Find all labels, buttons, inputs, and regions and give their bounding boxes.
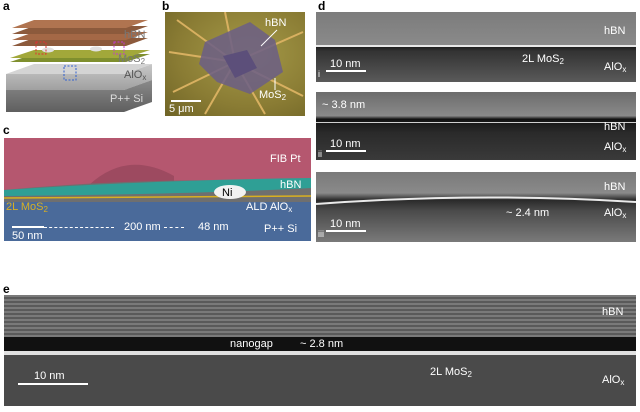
- schematic-alox-label: AlOx: [124, 69, 147, 82]
- scale-bar: [171, 100, 201, 102]
- schematic-3d-stack: [6, 20, 152, 112]
- scale-bar-label: 10 nm: [330, 138, 361, 150]
- distance-label-2: 48 nm: [198, 221, 229, 233]
- scale-bar-label: 10 nm: [34, 370, 65, 382]
- alox-label: ALD AlOx: [246, 201, 293, 214]
- panel-c-label: c: [3, 123, 10, 137]
- scale-bar-label: 10 nm: [330, 218, 361, 230]
- region-box-blue: [63, 65, 77, 81]
- hbn-label: hBN: [280, 179, 302, 191]
- alox-layer: [6, 64, 152, 90]
- tem-image-e: hBN nanogap ~ 2.8 nm 2L MoS2 AlOx 10 nm: [4, 295, 636, 406]
- subpanel-label: ii: [318, 149, 322, 159]
- tem-panels: hBN 2L MoS2 AlOx 10 nm i ~ 3.8 nm hBN Al…: [316, 12, 636, 242]
- subpanel-label: iii: [318, 229, 324, 239]
- panel-a-label: a: [3, 0, 10, 13]
- gap-label: ~ 2.8 nm: [300, 338, 344, 350]
- region-box-red: [35, 41, 47, 55]
- device-schematic: hBN MoS2 AlOx P++ Si: [6, 12, 154, 116]
- gap-label: ~ 2.4 nm: [506, 207, 550, 219]
- mos2-label: 2L MoS2: [6, 201, 48, 214]
- scale-bar: [12, 226, 44, 228]
- scale-bar: [18, 383, 88, 385]
- ni-particle: [214, 185, 246, 199]
- scale-bar-label: 50 nm: [12, 230, 43, 242]
- tem-image-iii: hBN ~ 2.4 nm AlOx 10 nm iii: [316, 172, 636, 242]
- ni-particle: [90, 46, 102, 52]
- scale-bar: [326, 150, 366, 152]
- distance-label-1: 200 nm: [124, 221, 161, 233]
- si-label: P++ Si: [264, 223, 298, 235]
- alox-label: AlOx: [602, 374, 625, 387]
- schematic-si-label: P++ Si: [110, 93, 144, 105]
- mos2-line: [4, 195, 311, 199]
- hbn-label: hBN: [604, 121, 626, 133]
- optical-image: [168, 12, 304, 115]
- scale-bar-label: 10 nm: [330, 58, 361, 70]
- ni-particle: [42, 47, 54, 53]
- scale-bar-label: 5 μm: [169, 103, 194, 115]
- hbn-region: [4, 178, 311, 196]
- gap-label: ~ 3.8 nm: [322, 99, 366, 111]
- hbn-label: hBN: [604, 25, 626, 37]
- panel-b-label: b: [162, 0, 170, 13]
- scale-bar: [326, 70, 366, 72]
- panel-d-label: d: [318, 0, 326, 13]
- si-substrate: [6, 80, 152, 112]
- mos2-label: 2L MoS2: [430, 366, 472, 379]
- fib-pt-label: FIB Pt: [270, 153, 301, 165]
- fib-cross-section: FIB Pt hBN Ni 2L MoS2 ALD AlOx 200 nm 48…: [4, 138, 311, 241]
- mos2-flake: [223, 50, 257, 78]
- optical-mos2-label: MoS2: [259, 89, 287, 102]
- schematic-mos2-label: MoS2: [118, 53, 146, 66]
- nanogap-label: nanogap: [230, 338, 273, 350]
- optical-hbn-label: hBN: [265, 17, 287, 29]
- scale-bar: [326, 230, 366, 232]
- region-box-magenta: [113, 41, 125, 55]
- alox-label: AlOx: [604, 141, 627, 154]
- optical-micrograph: hBN MoS2 5 μm: [165, 12, 305, 116]
- tem-image-i: hBN 2L MoS2 AlOx 10 nm i: [316, 12, 636, 82]
- cross-section-image: [4, 138, 311, 241]
- distance-arrow-1: [44, 227, 114, 228]
- schematic-hbn-label: hBN: [124, 29, 146, 41]
- panel-e-label: e: [3, 282, 10, 296]
- hbn-label: hBN: [604, 181, 626, 193]
- mos2-label: 2L MoS2: [522, 53, 564, 66]
- ni-label: Ni: [222, 187, 233, 199]
- distance-arrow-2: [164, 227, 184, 228]
- subpanel-label: i: [318, 69, 320, 79]
- alox-label: AlOx: [604, 207, 627, 220]
- tem-image-ii: ~ 3.8 nm hBN AlOx 10 nm ii: [316, 92, 636, 160]
- si-region: [4, 202, 311, 241]
- hbn-label: hBN: [602, 306, 624, 318]
- alox-label: AlOx: [604, 61, 627, 74]
